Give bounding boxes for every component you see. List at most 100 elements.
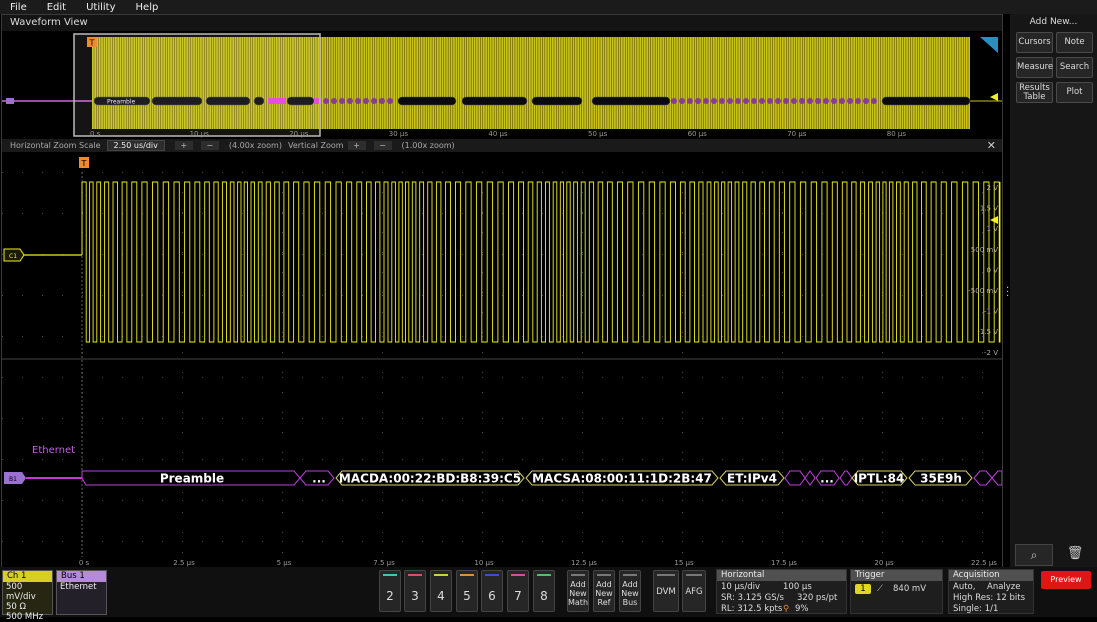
bus-marker[interactable]: B1 [4, 472, 26, 484]
v-zoom-minus-button[interactable]: − [373, 141, 392, 150]
volt-tick-label: -1 V [984, 308, 998, 316]
packet-macda: MACDA:00:22:BD:B8:39:C5 [339, 472, 521, 486]
horizontal-title: Horizontal [717, 570, 846, 581]
channel-5-color [460, 574, 474, 576]
time-tick-label: 7.5 µs [373, 559, 395, 567]
channel-2-button[interactable]: 2 [379, 570, 401, 612]
horizontal-zoom-factor: (4.00x zoom) [228, 141, 282, 150]
acquisition-high-res: High Res: 12 bits [953, 593, 1026, 603]
trigger-level-marker[interactable] [990, 216, 998, 224]
vertical-zoom-label: Vertical Zoom [287, 141, 344, 150]
channel-8-button[interactable]: 8 [533, 570, 555, 612]
time-tick-label: 20 µs [874, 559, 894, 567]
overview-time-label: 70 µs [787, 130, 807, 138]
channel-6-button[interactable]: 6 [481, 570, 503, 612]
trigger-marker[interactable] [79, 157, 89, 168]
add-new-header: Add New... [1029, 17, 1078, 27]
ch1-badge[interactable]: Ch 1 500 mV/div 50 Ω 500 MHz [2, 570, 53, 622]
overview-time-label: 30 µs [389, 130, 409, 138]
channel-8-color [537, 574, 551, 576]
acquisition-title: Acquisition [949, 570, 1033, 581]
channel-7-button[interactable]: 7 [507, 570, 529, 612]
add-new-math-button[interactable]: Add New Math [567, 570, 589, 612]
bus-name-label: Ethernet [32, 445, 75, 456]
overview-time-label: 80 µs [887, 130, 907, 138]
time-tick-label: 5 µs [277, 559, 292, 567]
volt-tick-label: 1.5 V [980, 205, 998, 213]
plot-button[interactable]: Plot [1056, 82, 1093, 103]
measure-button[interactable]: Measure [1016, 57, 1053, 78]
packet-hex: 35E9h [920, 472, 962, 486]
overview-trigger-marker[interactable] [87, 37, 97, 47]
horizontal-record-length: RL: 312.5 kpts [721, 604, 783, 614]
packet-ellipsis-2: ... [820, 472, 834, 486]
h-zoom-plus-button[interactable]: + [174, 141, 193, 150]
horizontal-zoom-label: Horizontal Zoom Scale [10, 141, 101, 150]
acquisition-analyze: Analyze [987, 582, 1021, 592]
acquisition-single: Single: 1/1 [953, 604, 999, 614]
close-zoom-icon[interactable]: ✕ [986, 139, 996, 152]
trash-icon[interactable]: 🗑 [1066, 546, 1084, 561]
ch1-marker[interactable]: C1 [3, 248, 25, 262]
overview-time-label: 50 µs [588, 130, 608, 138]
channel-4-button[interactable]: 4 [430, 570, 452, 612]
horizontal-panel[interactable]: Horizontal 10 µs/div 100 µs SR: 3.125 GS… [716, 569, 847, 614]
ch1-scale: 500 mV/div [6, 582, 36, 602]
results-table-line2: Table [1023, 92, 1046, 102]
horizontal-record-time: 100 µs [783, 582, 812, 592]
menu-file[interactable]: File [10, 1, 27, 13]
dvm-button[interactable]: DVM [653, 570, 679, 612]
time-tick-label: 17.5 µs [771, 559, 797, 567]
svg-text:B1: B1 [9, 476, 17, 483]
search-button[interactable]: Search [1056, 57, 1093, 78]
afg-button[interactable]: AFG [682, 570, 706, 612]
cursors-button[interactable]: Cursors [1016, 32, 1053, 53]
acquisition-mode: Auto, [953, 582, 976, 592]
menu-edit[interactable]: Edit [46, 1, 67, 13]
horizontal-scale: 10 µs/div [721, 582, 761, 592]
time-tick-label: 22.5 µs [971, 559, 997, 567]
acquisition-panel[interactable]: Acquisition Auto, Analyze High Res: 12 b… [948, 569, 1034, 614]
waveform-view-title: Waveform View [2, 15, 1002, 31]
horizontal-zoom-value[interactable]: 2.50 us/div [106, 140, 165, 151]
zoom-plot[interactable]: C1 T 2 V 1.5 V 1 V 500 mV 0 V -500 mV -1 V -1.5… [2, 152, 1002, 568]
add-new-bus-button[interactable]: Add New Bus [619, 570, 641, 612]
channel-3-color [408, 574, 422, 576]
add-new-panel: Add New... Cursors Note Measure Search R… [1010, 14, 1097, 567]
bus1-title: Bus 1 [57, 571, 106, 582]
bus1-badge[interactable]: Bus 1 Ethernet [56, 570, 107, 615]
vertical-zoom-factor: (1.00x zoom) [401, 141, 455, 150]
trigger-slope-icon: ⟋ [877, 584, 883, 594]
note-button[interactable]: Note [1056, 32, 1093, 53]
zoom-icon[interactable]: ⌕ [1015, 544, 1053, 566]
results-table-button[interactable]: Results Table [1016, 82, 1053, 103]
overview-signal [92, 37, 970, 129]
overview-time-label: 60 µs [688, 130, 708, 138]
trigger-panel[interactable]: Trigger 1 ⟋ 840 mV [850, 569, 943, 614]
ch1-title: Ch 1 [3, 571, 52, 582]
overview-bus-marker [6, 98, 14, 104]
menu-utility[interactable]: Utility [86, 1, 116, 13]
add-new-ref-button[interactable]: Add New Ref [593, 570, 615, 612]
waveform-view[interactable]: Waveform View Preamble T 0 s 10 µs 20 µs 30… [1, 14, 1009, 569]
v-zoom-plus-button[interactable]: + [347, 141, 366, 150]
overview-plot[interactable]: Preamble T 0 s 10 µs 20 µs 30 µs 40 µs 50 µs 6… [2, 31, 1002, 139]
volt-tick-label: 0 V [987, 266, 999, 274]
channel-6-color [485, 574, 499, 576]
channel-5-button[interactable]: 5 [456, 570, 478, 612]
menu-help[interactable]: Help [135, 1, 159, 13]
trigger-source: 1 [855, 584, 871, 594]
volt-tick-label: 500 mV [971, 246, 998, 254]
horizontal-resolution: 320 ps/pt [797, 593, 838, 603]
time-tick-label: 2.5 µs [173, 559, 195, 567]
panel-handle-icon[interactable]: · · · [1006, 283, 1010, 302]
preview-button[interactable]: Preview [1041, 571, 1091, 589]
channel-3-button[interactable]: 3 [404, 570, 426, 612]
channel-7-color [511, 574, 525, 576]
h-zoom-minus-button[interactable]: − [200, 141, 219, 150]
horizontal-position: 9% [795, 604, 809, 614]
menu-bar: File Edit Utility Help [0, 0, 1097, 14]
zoom-box[interactable] [73, 33, 321, 137]
overview-corner-icon [980, 37, 998, 53]
volt-tick-label: -2 V [984, 349, 998, 357]
